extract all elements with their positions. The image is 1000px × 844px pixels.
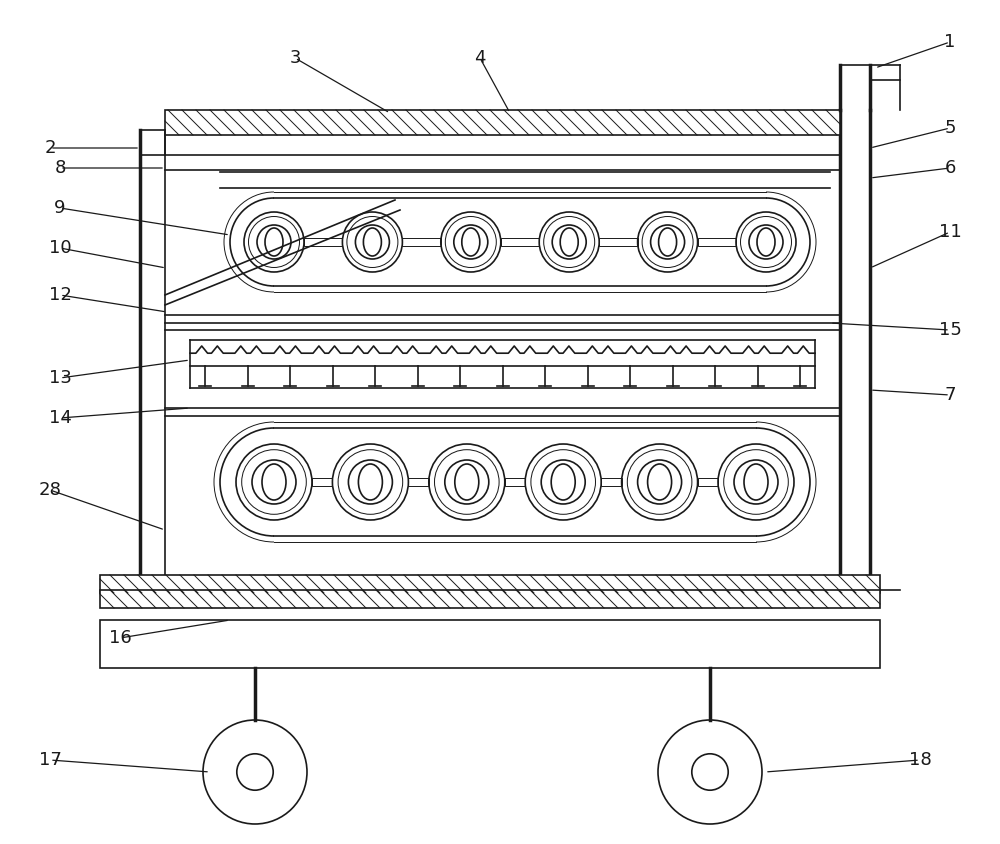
Text: 2: 2 bbox=[44, 139, 56, 157]
Text: 15: 15 bbox=[939, 321, 961, 339]
Bar bbox=[698, 478, 718, 486]
Text: 10: 10 bbox=[49, 239, 71, 257]
Text: 4: 4 bbox=[474, 49, 486, 67]
Bar bbox=[100, 575, 880, 593]
Text: 1: 1 bbox=[944, 33, 956, 51]
Text: 5: 5 bbox=[944, 119, 956, 137]
Bar bbox=[165, 110, 840, 135]
Bar bbox=[599, 238, 638, 246]
Text: 28: 28 bbox=[39, 481, 61, 499]
Bar bbox=[304, 238, 342, 246]
Bar bbox=[601, 478, 622, 486]
Bar bbox=[402, 238, 441, 246]
Bar bbox=[505, 478, 525, 486]
Text: 16: 16 bbox=[109, 629, 131, 647]
Text: 12: 12 bbox=[49, 286, 71, 304]
Text: 6: 6 bbox=[944, 159, 956, 177]
Text: 17: 17 bbox=[39, 751, 61, 769]
Bar bbox=[408, 478, 429, 486]
Bar bbox=[100, 590, 880, 608]
Text: 13: 13 bbox=[49, 369, 71, 387]
Bar bbox=[100, 620, 880, 668]
Bar bbox=[698, 238, 736, 246]
Text: 18: 18 bbox=[909, 751, 931, 769]
Text: 3: 3 bbox=[289, 49, 301, 67]
Text: 9: 9 bbox=[54, 199, 66, 217]
Text: 11: 11 bbox=[939, 223, 961, 241]
Text: 7: 7 bbox=[944, 386, 956, 404]
Bar bbox=[501, 238, 539, 246]
Bar bbox=[312, 478, 332, 486]
Text: 8: 8 bbox=[54, 159, 66, 177]
Text: 14: 14 bbox=[49, 409, 71, 427]
